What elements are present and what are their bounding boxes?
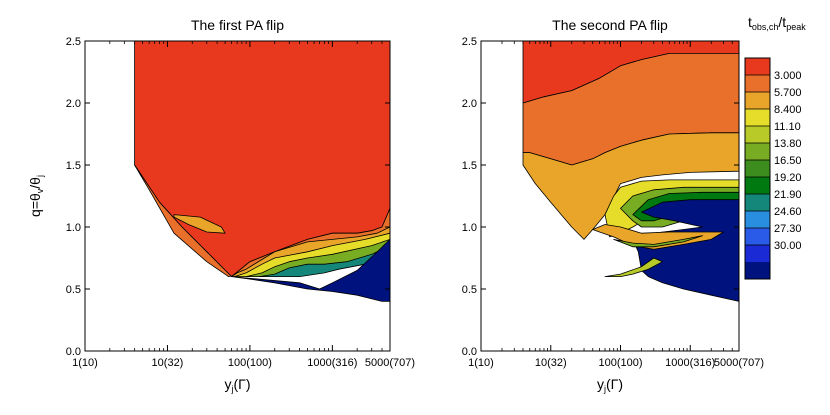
panel-1-ytick-label-2: 1.0 (66, 222, 81, 234)
legend-swatch-7 (745, 177, 770, 194)
panel-1-xtick-label-2: 100(100) (228, 357, 272, 369)
legend-level-label-10: 30.00 (774, 240, 802, 252)
y-axis-label: q=θv/θj (27, 175, 45, 217)
legend-title-part-0: t (748, 14, 752, 30)
legend-swatch-1 (745, 75, 770, 92)
panel-1-ytick-label-1: 0.5 (66, 284, 81, 296)
panel-2: 0.0 0.5 1.0 1.5 2.0 2.5 1(10) 10(32) 100(100) 100… (462, 17, 764, 369)
panel-2-contour-region-10 (604, 257, 663, 278)
panel-1-ytick-label-4: 2.0 (66, 98, 81, 110)
panel-1-xlabel-part-0: y (224, 376, 231, 392)
legend-swatch-9 (745, 211, 770, 228)
panel-2-ytick-label-1: 0.5 (462, 284, 477, 296)
legend-frame (744, 57, 771, 280)
legend-level-label-9: 27.30 (774, 223, 802, 235)
panel-2-contour-region-8 (592, 224, 724, 250)
legend-swatch-2 (745, 92, 770, 109)
panel-1-xtick-label-1: 10(32) (152, 357, 184, 369)
panel-2-contour-region-9 (613, 235, 703, 248)
panel-1-xtick-label-4: 5000(707) (365, 357, 415, 369)
legend-swatch-6 (745, 160, 770, 177)
panel-1-xlabel-part-2: (Γ) (233, 376, 250, 392)
panel-1-contour-region-2 (134, 164, 391, 278)
legend-level-label-1: 5.700 (774, 87, 802, 99)
panel-1-ytick-label-3: 1.5 (66, 160, 81, 172)
panel-2-xlabel-part-1: j (603, 384, 606, 394)
panel-2-title: The second PA flip (552, 17, 668, 33)
legend-title-part-2: /t (778, 14, 786, 30)
panel-2-xlabel-part-2: (Γ) (606, 376, 623, 392)
legend-title-part-3: peak (786, 22, 806, 32)
panel-1: 0.0 0.5 1.0 1.5 2.0 2.5 1(10) 10(32) 100(100) 100… (66, 17, 415, 369)
panel-2-xlabel: yj(Γ) (597, 376, 623, 394)
panel-1-title: The first PA flip (191, 17, 284, 33)
y-axis-label-part-2: /θ (27, 177, 43, 189)
panel-2-ytick-label-4: 2.0 (462, 98, 477, 110)
legend-level-label-0: 3.000 (774, 70, 802, 82)
panel-1-xlabel: yj(Γ) (224, 376, 250, 394)
panel-1-ytick-label-0: 0.0 (66, 346, 81, 358)
panel-2-ytick-label-5: 2.5 (462, 36, 477, 48)
panel-1-contour-region-3 (173, 214, 226, 234)
y-axis-label-part-1: v (35, 188, 45, 193)
legend-level-label-8: 24.60 (774, 206, 802, 218)
panel-2-ytick-label-0: 0.0 (462, 346, 477, 358)
panel-2-xtick-label-2: 100(100) (598, 357, 642, 369)
legend-level-label-4: 13.80 (774, 138, 802, 150)
legend-swatch-4 (745, 126, 770, 143)
legend-level-label-2: 8.400 (774, 104, 802, 116)
legend-swatch-11 (745, 245, 770, 262)
legend-level-label-3: 11.10 (774, 121, 801, 133)
legend-title: tobs,ch/tpeak (748, 14, 806, 32)
legend-swatch-3 (745, 109, 770, 126)
panel-1-xlabel-part-1: j (230, 384, 233, 394)
panel-2-xlabel-part-0: y (597, 376, 604, 392)
legend-swatch-10 (745, 228, 770, 245)
panel-1-ytick-label-5: 2.5 (66, 36, 81, 48)
legend-level-label-6: 19.20 (774, 172, 802, 184)
panel-1-xtick-label-3: 1000(316) (307, 357, 357, 369)
legend-level-label-5: 16.50 (774, 155, 802, 167)
panel-2-xtick-label-4: 5000(707) (714, 357, 764, 369)
legend-swatch-12 (745, 262, 770, 279)
panel-2-xtick-label-1: 10(32) (535, 357, 567, 369)
panel-1-xtick-label-0: 1(10) (72, 357, 98, 369)
legend-swatch-0 (745, 58, 770, 75)
legend-swatch-8 (745, 194, 770, 211)
y-axis-label-part-0: q=θ (27, 193, 43, 217)
panel-2-contour-region-7 (632, 199, 740, 302)
panel-2-ytick-label-3: 1.5 (462, 160, 477, 172)
panel-2-xtick-label-3: 1000(316) (665, 357, 715, 369)
legend-level-label-7: 21.90 (774, 189, 802, 201)
panel-2-xtick-label-0: 1(10) (468, 357, 494, 369)
legend-swatch-5 (745, 143, 770, 160)
legend-title-part-1: obs,ch (752, 22, 779, 32)
panel-2-ytick-label-2: 1.0 (462, 222, 477, 234)
y-axis-label-part-3: j (35, 175, 45, 178)
legend: 3.000 5.700 8.400 11.10 13.80 16.50 19.20 21.90… (744, 57, 802, 280)
